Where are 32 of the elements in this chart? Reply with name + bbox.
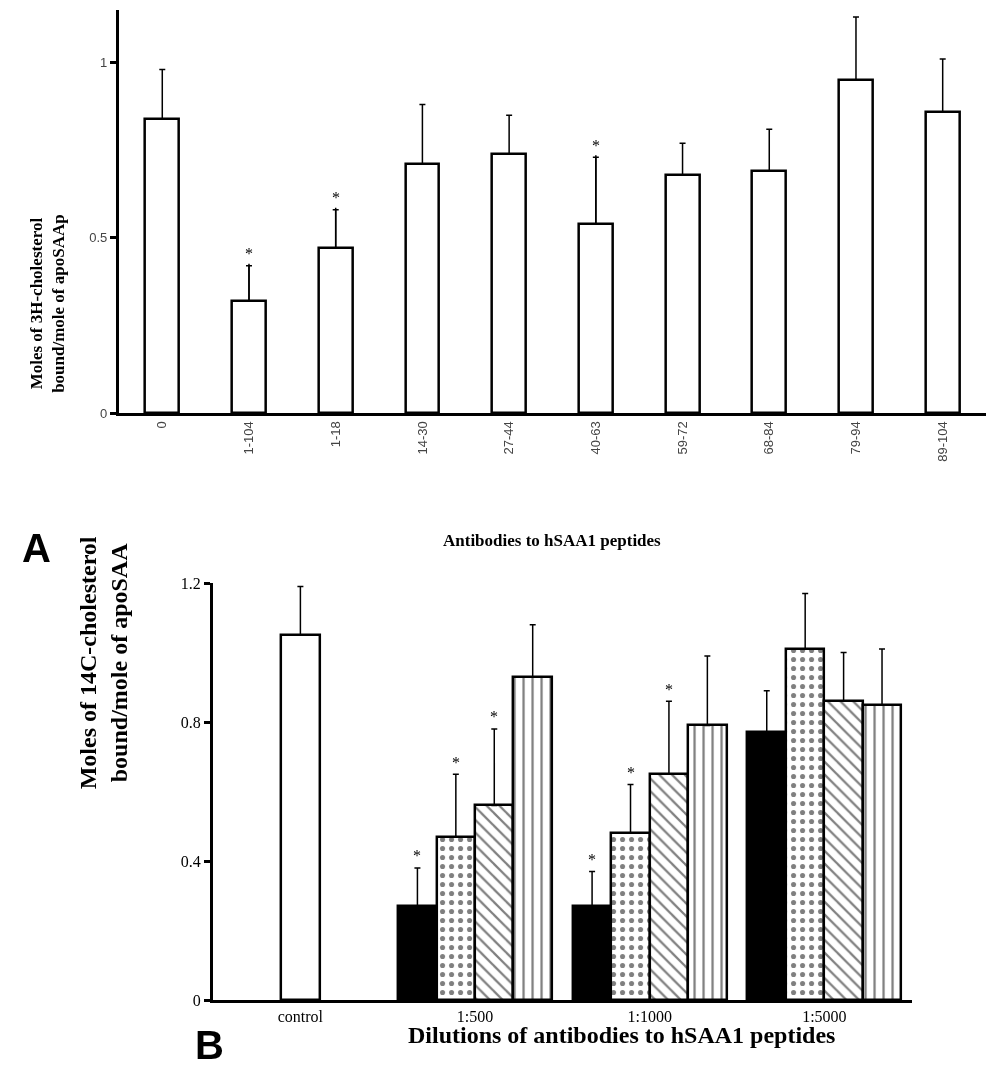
x-tick-label: 40-63 [588, 421, 604, 455]
y-tick-label: 0 [192, 991, 201, 1009]
y-tick-label: 0 [100, 405, 108, 421]
y-axis-title: Moles of 14C-cholesterol bound/mole of apoSAA [75, 536, 133, 790]
x-tick-label: control [277, 1008, 324, 1026]
x-tick-label: 0 [154, 421, 170, 429]
x-tick-label: 27-44 [501, 421, 517, 455]
x-tick-label: 1-18 [327, 421, 343, 448]
annotation: * [332, 189, 340, 206]
y-tick-label: 0.5 [89, 230, 108, 246]
x-tick-label: 89-104 [934, 421, 950, 462]
annotation: * [588, 851, 596, 868]
x-tick-label: 1-104 [241, 421, 257, 455]
annotation: * [490, 708, 498, 725]
annotation: * [627, 764, 635, 781]
x-axis-title: Antibodies to hSAA1 peptides [443, 531, 662, 550]
annotation: * [452, 754, 460, 771]
y-tick-label: 1 [100, 55, 108, 71]
x-tick-label: 59-72 [674, 421, 690, 455]
text: A [22, 526, 51, 570]
y-tick-label: 0.4 [180, 852, 201, 870]
y-tick-label: 0.8 [180, 713, 201, 731]
y-tick-label: 1.2 [180, 574, 201, 592]
annotation: * [245, 245, 253, 262]
annotation: * [665, 681, 673, 698]
annotation: * [413, 847, 421, 864]
text: B [195, 1023, 224, 1067]
x-tick-label: 14-30 [414, 421, 430, 455]
annotation: * [592, 137, 600, 154]
x-tick-label: 68-84 [761, 421, 777, 455]
y-axis-title: Moles of 3H-cholesterol bound/mole of apoSAAp [26, 214, 68, 393]
x-tick-label: 79-94 [848, 421, 864, 455]
